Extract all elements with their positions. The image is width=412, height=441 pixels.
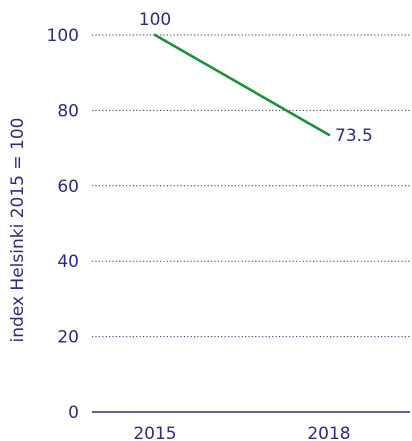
y-tick-label-80: 80 bbox=[57, 101, 79, 121]
data-labels: 100 73.5 bbox=[139, 10, 373, 146]
x-tick-label-2015: 2015 bbox=[133, 424, 176, 441]
y-tick-label-40: 40 bbox=[57, 252, 79, 272]
data-label-2018: 73.5 bbox=[335, 126, 373, 146]
data-label-2015: 100 bbox=[139, 10, 171, 30]
gridlines bbox=[92, 34, 410, 338]
x-axis-tick-labels: 2015 2018 bbox=[133, 424, 350, 441]
y-tick-label-20: 20 bbox=[57, 328, 79, 348]
y-axis-tick-labels: 0 20 40 60 80 100 bbox=[47, 26, 79, 423]
y-tick-label-0: 0 bbox=[68, 403, 79, 423]
series-line-0 bbox=[153, 33, 331, 137]
x-tick-label-2018: 2018 bbox=[307, 424, 350, 441]
series-lines bbox=[153, 33, 331, 137]
y-tick-label-60: 60 bbox=[57, 177, 79, 197]
y-axis-title: index Helsinki 2015 = 100 bbox=[8, 118, 28, 343]
y-tick-label-100: 100 bbox=[47, 26, 79, 46]
